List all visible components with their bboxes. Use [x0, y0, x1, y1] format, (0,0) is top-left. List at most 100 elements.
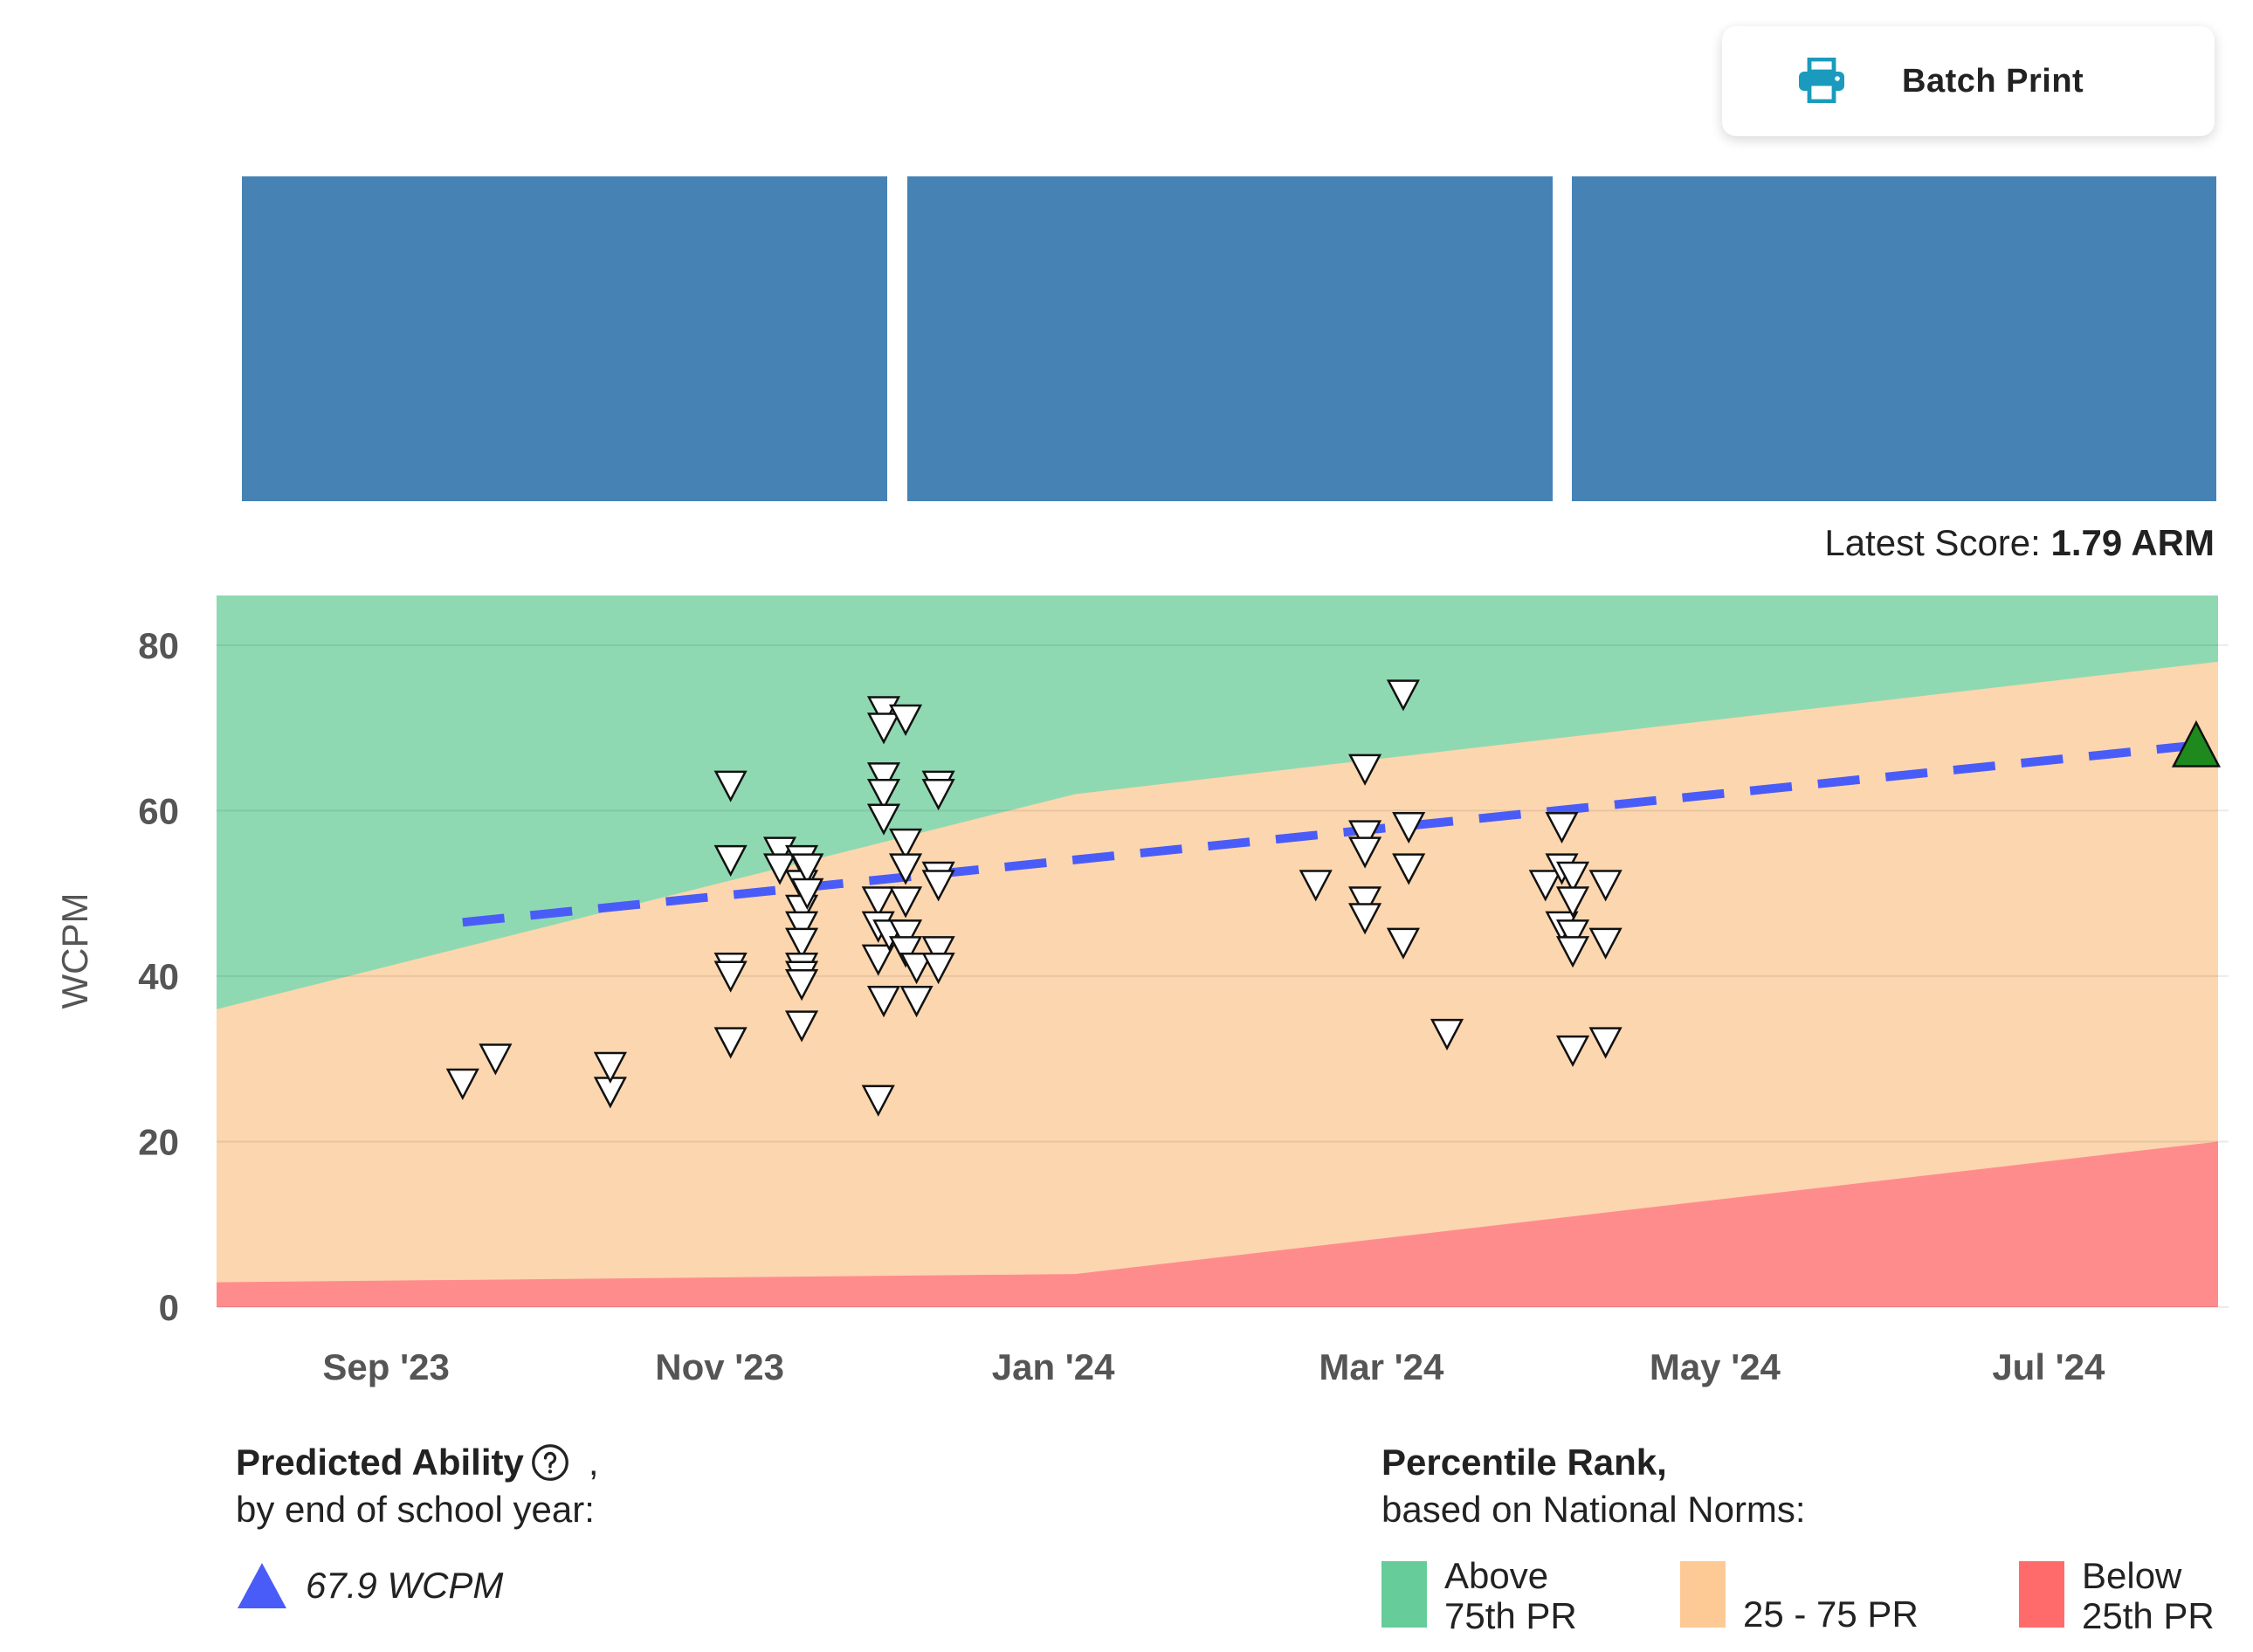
- score-point: [866, 696, 901, 728]
- score-point: [1348, 820, 1382, 852]
- x-tick-label: Jan '24: [992, 1346, 1115, 1387]
- score-point: [1386, 927, 1420, 960]
- score-point: [713, 844, 748, 878]
- predicted-ability-subtitle: by end of school year:: [236, 1489, 595, 1530]
- above-75-line1: Above: [1444, 1555, 1549, 1596]
- batch-print-label: Batch Print: [1902, 63, 2084, 100]
- score-point: [921, 953, 955, 985]
- y-tick-label: 20: [138, 1121, 179, 1162]
- x-tick-label: May '24: [1650, 1346, 1781, 1387]
- score-point: [713, 1027, 748, 1059]
- range-25-75-swatch: [1680, 1561, 1726, 1628]
- batch-print-button[interactable]: Batch Print: [1722, 26, 2215, 136]
- below-25-line1: Below: [2082, 1555, 2182, 1596]
- score-point: [1545, 811, 1579, 844]
- score-point: [1392, 853, 1426, 885]
- score-point: [790, 853, 824, 885]
- score-point: [790, 878, 824, 910]
- below-25-line2: 25th PR: [2082, 1595, 2215, 1636]
- blue-triangle-icon: [238, 1563, 286, 1608]
- score-point: [1555, 861, 1590, 894]
- score-point: [1555, 1035, 1590, 1068]
- predicted-ability-legend: Predicted Ability , by end of school yea…: [236, 1439, 599, 1608]
- score-point: [1555, 936, 1590, 968]
- latest-score: Latest Score: 1.79 ARM: [1824, 522, 2215, 564]
- above-75-swatch: [1381, 1561, 1427, 1628]
- y-tick-label: 40: [138, 956, 179, 997]
- score-point: [1348, 903, 1382, 935]
- score-point: [784, 969, 819, 1002]
- score-point: [921, 779, 955, 811]
- score-point: [479, 1043, 513, 1076]
- percentile-rank-legend: Percentile Rank, based on National Norms…: [1381, 1439, 2246, 1636]
- band-below-25: [217, 1141, 2218, 1307]
- trend-line: [462, 740, 2197, 927]
- legend-item-above-75: Above 75th PR: [1381, 1556, 1577, 1636]
- latest-score-value: 1.79 ARM: [2050, 522, 2215, 563]
- score-point: [1588, 870, 1623, 902]
- x-tick-label: Jul '24: [1992, 1346, 2105, 1387]
- band-25-75: [217, 661, 2218, 1307]
- score-point: [861, 1084, 895, 1117]
- score-point: [762, 836, 797, 869]
- x-tick-label: Mar '24: [1319, 1346, 1444, 1387]
- score-point: [1588, 927, 1623, 960]
- score-point: [866, 712, 901, 745]
- score-point: [1386, 679, 1420, 712]
- y-tick-label: 80: [138, 625, 179, 666]
- printer-icon: [1799, 58, 1844, 103]
- score-point: [921, 870, 955, 902]
- predicted-ability-value-row: 67.9 WCPM: [236, 1561, 503, 1610]
- score-point: [1528, 870, 1562, 902]
- percentile-rank-subtitle: based on National Norms:: [1381, 1489, 1806, 1530]
- score-point: [861, 944, 895, 976]
- tile-1[interactable]: [242, 176, 887, 501]
- predicted-ability-value: 67.9 WCPM: [306, 1565, 504, 1606]
- score-point: [713, 770, 748, 802]
- percentile-rank-title: Percentile Rank,: [1381, 1442, 1667, 1483]
- range-25-75-label: 25 - 75 PR: [1743, 1593, 1919, 1635]
- score-point: [866, 762, 901, 795]
- score-point: [899, 953, 934, 985]
- score-point: [1348, 754, 1382, 786]
- y-tick-label: 60: [138, 790, 179, 831]
- score-point: [445, 1068, 479, 1100]
- score-point: [1430, 1018, 1464, 1051]
- score-point: [1555, 919, 1590, 952]
- tile-2[interactable]: [907, 176, 1553, 501]
- score-point: [888, 936, 923, 968]
- score-point: [713, 960, 748, 993]
- score-point: [888, 828, 923, 861]
- y-axis-label: WCPM: [54, 893, 95, 1009]
- score-point: [784, 911, 819, 943]
- tile-3[interactable]: [1572, 176, 2216, 501]
- score-point: [1588, 1027, 1623, 1059]
- score-point: [1348, 836, 1382, 869]
- score-point: [866, 803, 901, 836]
- score-point: [861, 886, 895, 919]
- score-point: [921, 936, 955, 968]
- predicted-point: [2171, 719, 2222, 767]
- legend-item-below-25: Below 25th PR: [2019, 1556, 2215, 1636]
- below-25-swatch: [2019, 1561, 2064, 1628]
- legend-item-25-75: 25 - 75 PR: [1680, 1556, 1919, 1635]
- x-tick-label: Nov '23: [655, 1346, 784, 1387]
- question-circle-icon[interactable]: [531, 1443, 569, 1482]
- score-point: [1348, 886, 1382, 919]
- score-point: [899, 985, 934, 1018]
- score-point: [1299, 870, 1333, 902]
- score-point: [888, 919, 923, 952]
- score-point: [784, 1010, 819, 1043]
- score-point: [593, 1051, 627, 1084]
- score-point: [888, 704, 923, 736]
- latest-score-label: Latest Score:: [1824, 522, 2041, 563]
- above-75-line2: 75th PR: [1444, 1595, 1577, 1636]
- progress-chart: 0 20 40 60 80 Sep '23 Nov '23 Jan '24 Mar '24 Ma…: [54, 595, 2229, 1387]
- score-point: [866, 985, 901, 1018]
- score-point: [762, 853, 797, 885]
- score-point: [1392, 811, 1426, 844]
- x-tick-label: Sep '23: [322, 1346, 449, 1387]
- score-point: [888, 886, 923, 919]
- score-point: [1555, 886, 1590, 919]
- predicted-ability-title: Predicted Ability: [236, 1442, 524, 1483]
